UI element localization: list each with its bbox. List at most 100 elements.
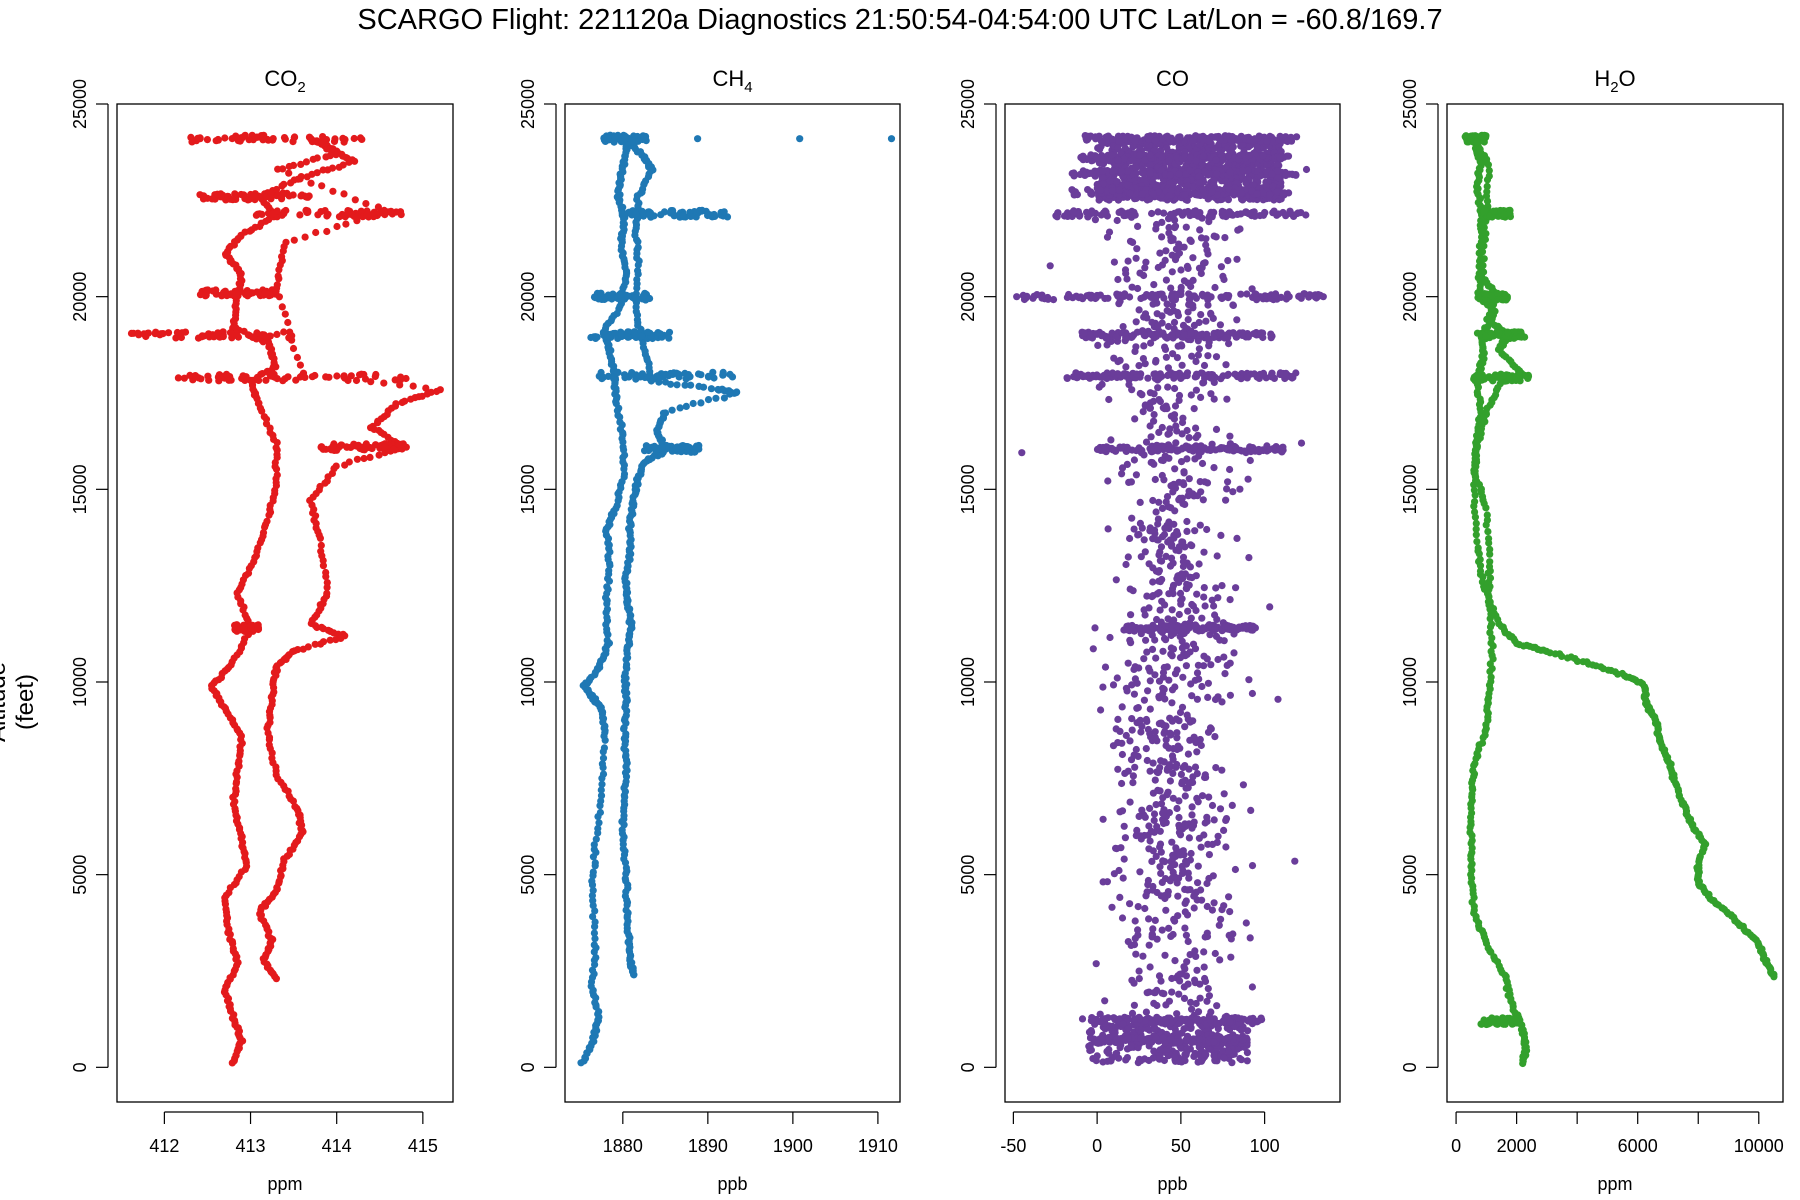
data-point [699, 383, 708, 391]
data-points-co [1013, 132, 1327, 1067]
data-point [1197, 311, 1205, 319]
data-point [1213, 170, 1221, 178]
data-point [1225, 893, 1233, 901]
data-point [1095, 196, 1103, 204]
data-point [637, 332, 646, 340]
data-point [1182, 931, 1190, 939]
data-point [1214, 655, 1222, 664]
data-point [1123, 181, 1132, 189]
data-point [1245, 676, 1253, 684]
data-point [1181, 191, 1189, 199]
data-point [328, 164, 337, 172]
data-point [1172, 439, 1180, 447]
data-point [1161, 524, 1169, 532]
data-point [1192, 434, 1200, 442]
data-point [1146, 169, 1154, 177]
data-point [1184, 980, 1192, 988]
data-point [340, 190, 348, 198]
data-point [1156, 840, 1165, 848]
data-point [1163, 405, 1171, 413]
data-point [1178, 637, 1186, 645]
data-point [1216, 321, 1224, 329]
data-point [1185, 487, 1193, 495]
data-point [1144, 725, 1152, 734]
data-point [247, 621, 255, 630]
data-point [704, 396, 713, 404]
data-point [1194, 1008, 1203, 1016]
data-point [1160, 663, 1168, 672]
data-point [281, 310, 289, 318]
data-point [252, 211, 260, 219]
data-point [1176, 970, 1184, 978]
data-point [1138, 391, 1146, 399]
data-point [1131, 917, 1139, 925]
data-point [1212, 584, 1220, 592]
data-point [1188, 811, 1196, 819]
data-point [1171, 222, 1180, 230]
data-point [1144, 881, 1152, 889]
data-point [1150, 810, 1159, 818]
data-point [644, 328, 652, 336]
data-point [600, 744, 609, 752]
data-point [1169, 211, 1177, 219]
data-point [398, 398, 406, 407]
data-point [597, 289, 605, 297]
data-point [1182, 897, 1190, 905]
data-point [1151, 776, 1159, 784]
data-point [1138, 190, 1147, 198]
data-point [1226, 168, 1234, 176]
data-point [668, 406, 676, 414]
data-point [707, 385, 716, 393]
data-point [1093, 1052, 1101, 1060]
data-point [352, 376, 361, 385]
data-point [656, 330, 664, 338]
data-point [1192, 739, 1200, 747]
data-point [1196, 994, 1204, 1002]
data-point [342, 220, 350, 228]
data-point [194, 134, 202, 142]
data-point [272, 185, 281, 194]
data-point [1143, 717, 1151, 726]
data-point [269, 135, 277, 143]
data-point [1221, 234, 1229, 242]
data-point [1199, 496, 1207, 504]
data-point [1165, 157, 1173, 165]
data-point [262, 376, 270, 384]
data-point [213, 190, 221, 198]
data-point [1200, 593, 1208, 601]
data-point [1173, 427, 1181, 435]
data-point [1158, 456, 1166, 464]
data-point [1171, 957, 1179, 965]
data-point [203, 136, 211, 144]
data-point [232, 785, 240, 793]
data-point [317, 541, 325, 550]
data-point [1169, 235, 1177, 243]
data-point [1107, 436, 1115, 444]
data-point [1184, 750, 1192, 758]
data-point [1130, 525, 1138, 533]
data-point [1118, 807, 1127, 815]
y-tick-label: 5000 [958, 855, 978, 895]
data-point [1268, 170, 1276, 178]
data-point [301, 233, 309, 241]
data-point [1201, 602, 1209, 610]
data-point [1196, 226, 1204, 234]
data-point [1146, 804, 1154, 813]
data-point [275, 275, 283, 283]
data-point [1239, 166, 1247, 175]
data-point [1185, 581, 1193, 589]
data-point [678, 442, 686, 450]
data-point [326, 636, 334, 644]
data-point [1210, 1052, 1218, 1060]
data-point [598, 780, 606, 788]
data-point [1143, 592, 1151, 600]
data-point [1108, 903, 1116, 911]
data-point [1221, 177, 1229, 185]
data-point [616, 418, 624, 426]
data-point [1147, 433, 1155, 441]
data-point [726, 370, 734, 378]
data-point [1168, 838, 1176, 846]
data-point [1220, 1054, 1228, 1062]
